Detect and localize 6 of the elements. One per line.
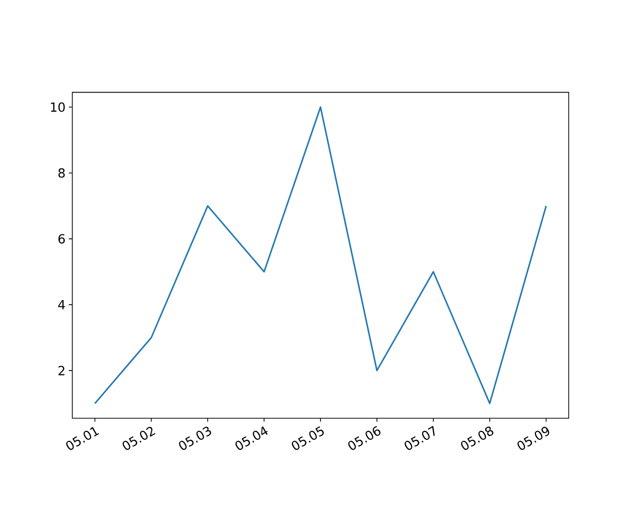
y-tick-label: 10 — [50, 102, 65, 112]
line-series — [94, 106, 547, 404]
y-tick-label: 4 — [58, 300, 65, 310]
y-tick-label: 8 — [58, 168, 65, 178]
y-tick-label: 6 — [58, 234, 65, 244]
y-tick-label: 2 — [58, 366, 64, 376]
